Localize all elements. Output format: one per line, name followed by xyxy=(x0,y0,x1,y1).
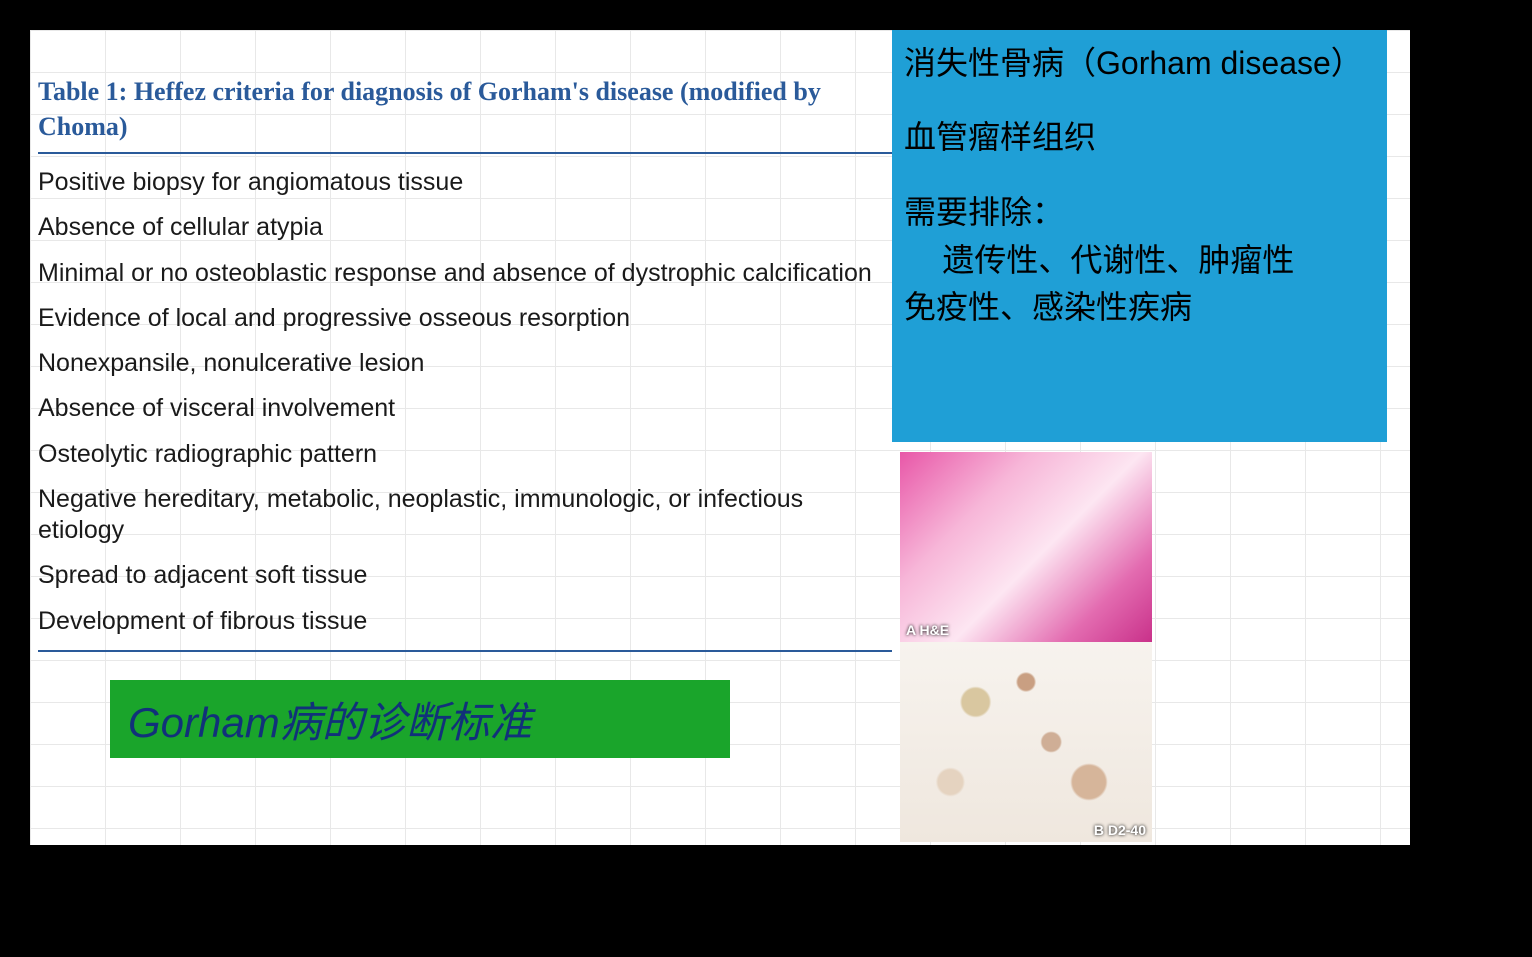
criteria-item: Positive biopsy for angiomatous tissue xyxy=(38,160,892,205)
green-callout: Gorham病的诊断标准 xyxy=(110,680,730,758)
criteria-item: Negative hereditary, metabolic, neoplast… xyxy=(38,477,892,554)
slide: Table 1: Heffez criteria for diagnosis o… xyxy=(30,30,1410,845)
criteria-item: Minimal or no osteoblastic response and … xyxy=(38,251,892,296)
criteria-item: Absence of visceral involvement xyxy=(38,386,892,431)
criteria-item: Absence of cellular atypia xyxy=(38,205,892,250)
histology-panel-b: B D2-40 xyxy=(900,642,1152,842)
blue-exclude-body-1: 遗传性、代谢性、肿瘤性 xyxy=(904,237,1375,283)
blue-callout: 消失性骨病（Gorham disease） 血管瘤样组织 需要排除： 遗传性、代… xyxy=(892,30,1387,442)
histology-panel-a: A H&E xyxy=(900,452,1152,642)
criteria-item: Nonexpansile, nonulcerative lesion xyxy=(38,341,892,386)
histology-label-b: B D2-40 xyxy=(1094,822,1146,838)
blue-exclude-body-2: 免疫性、感染性疾病 xyxy=(904,289,1192,325)
green-callout-text: Gorham病的诊断标准 xyxy=(128,689,532,750)
criteria-table: Table 1: Heffez criteria for diagnosis o… xyxy=(38,74,892,652)
blue-line-1: 消失性骨病（Gorham disease） xyxy=(904,40,1375,86)
blue-exclude-title: 需要排除： xyxy=(904,189,1375,235)
histology-label-a: A H&E xyxy=(906,622,949,638)
criteria-item: Evidence of local and progressive osseou… xyxy=(38,296,892,341)
criteria-item: Osteolytic radiographic pattern xyxy=(38,432,892,477)
criteria-item: Development of fibrous tissue xyxy=(38,599,892,644)
criteria-list: Positive biopsy for angiomatous tissue A… xyxy=(38,154,892,652)
blue-line-2: 血管瘤样组织 xyxy=(904,114,1375,160)
table-title: Table 1: Heffez criteria for diagnosis o… xyxy=(38,74,892,154)
criteria-item: Spread to adjacent soft tissue xyxy=(38,553,892,598)
